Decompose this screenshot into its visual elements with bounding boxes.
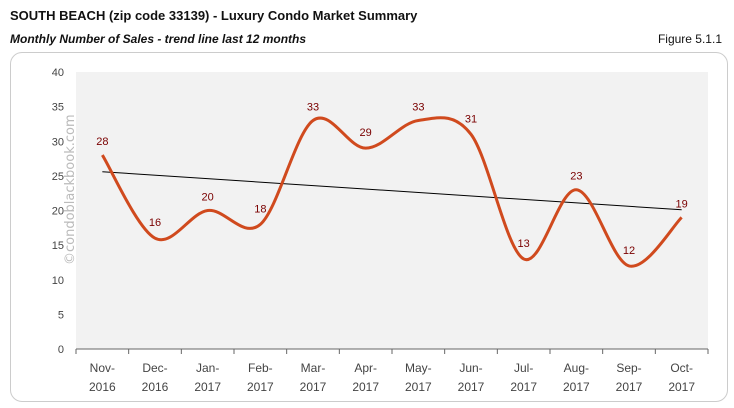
y-tick-label: 20 [52, 206, 64, 218]
x-tick-label: Dec- [142, 361, 167, 375]
data-label: 31 [465, 113, 477, 125]
data-label: 20 [202, 192, 214, 204]
data-label: 19 [676, 198, 688, 210]
x-tick-label: Jun- [459, 361, 482, 375]
x-tick-label: 2017 [300, 380, 327, 394]
data-label: 12 [623, 245, 635, 257]
x-tick-label: 2016 [142, 380, 169, 394]
data-label: 18 [254, 203, 266, 215]
x-tick-label: Jul- [514, 361, 533, 375]
x-tick-label: 2017 [563, 380, 590, 394]
plot-area [76, 72, 708, 349]
figure-number: Figure 5.1.1 [657, 32, 722, 46]
data-label: 23 [570, 171, 582, 183]
x-tick-label: 2017 [510, 380, 537, 394]
x-tick-label: 2017 [458, 380, 485, 394]
data-label: 16 [149, 217, 161, 229]
data-label: 33 [412, 101, 424, 113]
data-label: 13 [518, 238, 530, 250]
x-tick-label: 2017 [616, 380, 643, 394]
y-tick-label: 40 [52, 67, 64, 79]
y-tick-label: 35 [52, 102, 64, 114]
x-tick-label: Nov- [90, 361, 115, 375]
x-tick-label: May- [405, 361, 432, 375]
data-label: 28 [96, 136, 108, 148]
x-tick-label: 2017 [194, 380, 221, 394]
sales-line [101, 116, 683, 268]
y-tick-label: 5 [58, 309, 64, 321]
x-tick-label: Oct- [670, 361, 693, 375]
x-tick-label: Aug- [564, 361, 589, 375]
watermark: ©condoblackbook.com [63, 114, 78, 265]
y-tick-label: 0 [58, 344, 64, 356]
chart-frame [10, 52, 728, 402]
x-tick-label: Mar- [301, 361, 326, 375]
x-tick-label: 2017 [247, 380, 274, 394]
x-tick-label: Apr- [354, 361, 377, 375]
x-tick-label: 2016 [89, 380, 116, 394]
x-tick-label: 2017 [352, 380, 379, 394]
y-tick-label: 30 [52, 136, 64, 148]
x-tick-label: Jan- [196, 361, 219, 375]
data-label: 33 [307, 101, 319, 113]
y-tick-label: 15 [52, 240, 64, 252]
trend-line [102, 171, 682, 211]
x-tick-label: Sep- [616, 361, 641, 375]
data-label: 29 [360, 127, 372, 139]
y-tick-label: 25 [52, 171, 64, 183]
y-tick-label: 10 [52, 275, 64, 287]
x-tick-label: Feb- [248, 361, 273, 375]
chart-title: SOUTH BEACH (zip code 33139) - Luxury Co… [10, 8, 418, 23]
x-tick-label: 2017 [405, 380, 432, 394]
chart-subtitle: Monthly Number of Sales - trend line las… [10, 32, 307, 46]
x-tick-label: 2017 [668, 380, 695, 394]
